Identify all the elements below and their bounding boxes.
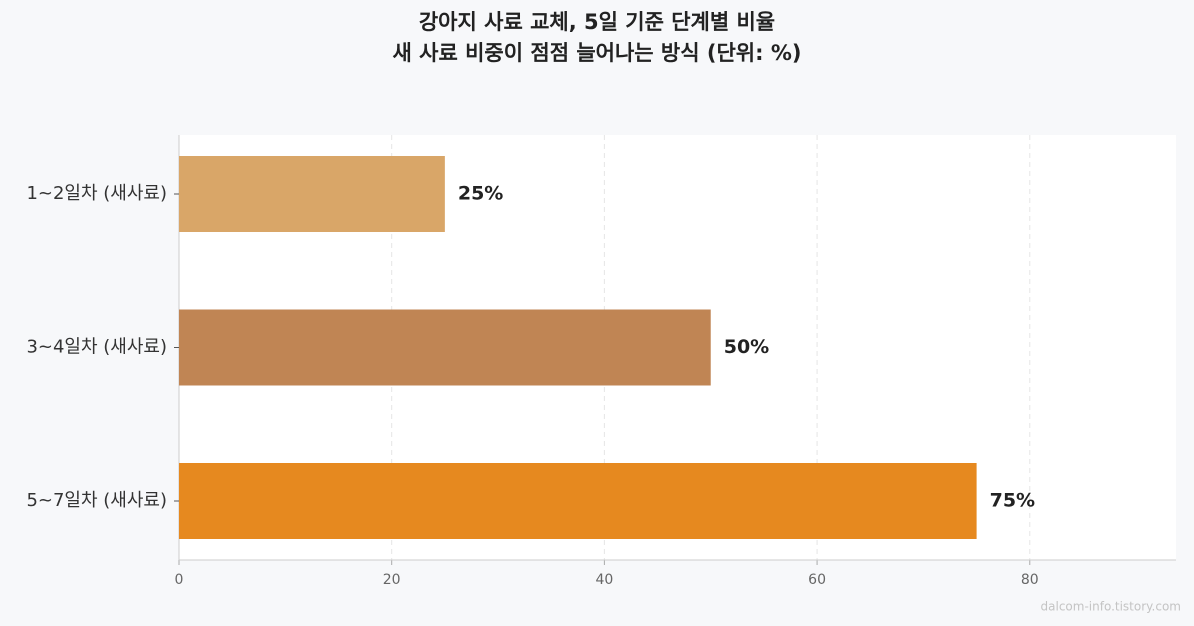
x-tick-label: 80 xyxy=(1021,572,1039,588)
y-tick-label: 1~2일차 (새사료) xyxy=(26,183,167,204)
bar xyxy=(179,309,711,386)
x-tick-label: 60 xyxy=(808,572,826,588)
chart-title: 강아지 사료 교체, 5일 기준 단계별 비율 xyxy=(419,10,775,34)
x-tick-label: 20 xyxy=(383,572,401,588)
value-label: 75% xyxy=(990,490,1035,512)
bar xyxy=(179,156,445,232)
y-tick-label: 5~7일차 (새사료) xyxy=(26,490,167,511)
x-tick-label: 40 xyxy=(595,572,613,588)
y-tick-label: 3~4일차 (새사료) xyxy=(26,337,167,358)
bar xyxy=(179,463,977,539)
value-label: 25% xyxy=(458,183,503,205)
watermark: dalcom-info.tistory.com xyxy=(1041,600,1181,614)
x-tick-label: 0 xyxy=(175,572,184,588)
chart-subtitle: 새 사료 비중이 점점 늘어나는 방식 (단위: %) xyxy=(393,41,802,65)
value-label: 50% xyxy=(724,336,769,358)
